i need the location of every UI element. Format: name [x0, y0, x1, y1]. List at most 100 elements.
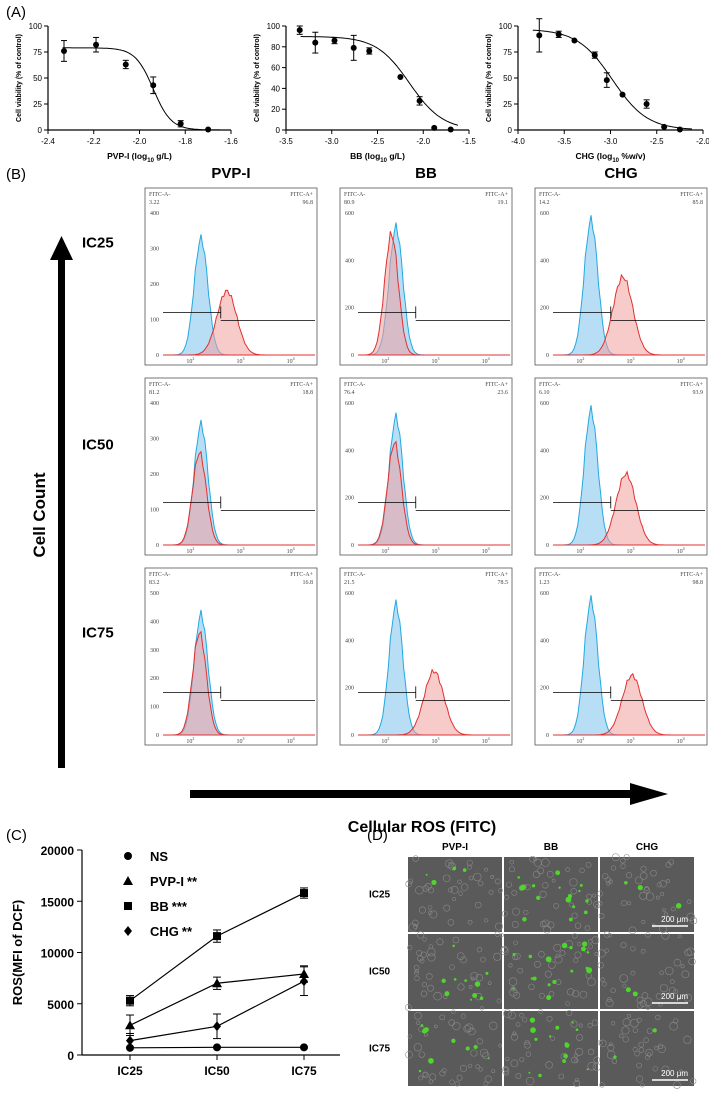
fluorescent-cell [517, 876, 520, 879]
histogram-y-tick: 400 [345, 258, 354, 264]
cell-outline [509, 859, 515, 865]
cell-outline [475, 1064, 481, 1070]
histogram-y-tick: 200 [540, 686, 549, 692]
panel-label-d: (D) [367, 827, 388, 844]
cell-outline [654, 1046, 659, 1051]
cell-outline [605, 999, 614, 1008]
cell-outline [634, 1051, 640, 1057]
cell-outline [447, 919, 455, 926]
scale-bar-label: 200 μm [661, 992, 688, 1001]
cell-outline [662, 908, 666, 912]
gate-neg-value: 83.2 [149, 580, 160, 586]
cell-outline [544, 970, 552, 978]
histogram-x-tick: 103 [237, 546, 245, 555]
histogram-x-tick: 103 [627, 356, 635, 365]
fluorescent-cell [465, 1046, 470, 1051]
cell-outline [543, 925, 552, 934]
cell-outline [414, 975, 420, 981]
fluorescent-cell [571, 1021, 574, 1024]
histogram-x-tick-base: 10 [482, 549, 488, 555]
fluorescent-cell [487, 1057, 490, 1060]
cell-outline [611, 1021, 616, 1026]
histogram-y-tick: 600 [345, 211, 354, 217]
histogram-x-tick-exp: 3 [438, 546, 440, 551]
x-tick-label: -2.0 [133, 137, 147, 146]
fluorescent-cell [624, 881, 628, 885]
cell-outline [468, 1063, 473, 1068]
cell-outline [639, 891, 648, 900]
y-tick-label: 0 [276, 126, 281, 135]
y-arrow-label: Cell Count [30, 472, 49, 557]
cell-outline [655, 895, 660, 900]
fluorescent-cell [530, 1027, 536, 1033]
fluorescent-cell [531, 884, 536, 888]
cell-outline [447, 887, 453, 893]
cell-outline [591, 936, 600, 945]
histogram-x-tick-exp: 3 [633, 546, 635, 551]
treated-histogram [163, 289, 315, 356]
cell-outline [640, 865, 647, 872]
column-header: BB [544, 842, 558, 853]
row-label: IC25 [369, 890, 391, 901]
dose-response-chart-bb: -3.5 -3.0 -2.5 -2.0 -1.5 0 20 40 60 80 100 Cell via… [254, 22, 476, 162]
cell-outline [683, 993, 692, 1002]
cell-outline [673, 1018, 679, 1024]
cell-outline [491, 1069, 496, 1074]
cell-outline [484, 1075, 493, 1083]
y-arrow-head [50, 236, 73, 260]
series-ns [126, 1043, 308, 1052]
fit-curve [300, 36, 459, 126]
cell-outline [513, 940, 518, 946]
legend-significance: ** [187, 874, 198, 889]
cell-outline [640, 1083, 645, 1088]
cell-outline [475, 901, 482, 909]
flow-histogram: 0100200300400102103104FITC-A-81.2FITC-A+… [144, 377, 318, 556]
fluorescent-cell [575, 1028, 579, 1032]
cell-outline [490, 874, 495, 879]
cell-outline [424, 883, 432, 891]
x-tick-label: -1.8 [178, 137, 192, 146]
cell-outline [546, 1015, 553, 1022]
cell-outline [639, 872, 648, 880]
histogram-x-tick-exp: 3 [633, 736, 635, 741]
panel-label-c: (C) [6, 827, 27, 844]
x-axis-label: BB (log10 g/L) [350, 151, 405, 162]
y-tick-label: 75 [33, 48, 42, 57]
cell-outline [422, 937, 427, 942]
histogram-x-tick-base: 10 [432, 359, 438, 365]
cell-outline [630, 970, 636, 976]
gate-pos-value: 93.9 [693, 390, 704, 396]
histogram-x-tick-exp: 2 [192, 546, 194, 551]
cell-outline [619, 974, 628, 983]
cell-outline [621, 900, 627, 907]
cell-outline [588, 944, 593, 949]
cell-outline [621, 1026, 630, 1035]
fluorescent-cell [678, 997, 681, 1000]
gate-neg-label: FITC-A- [344, 572, 365, 578]
flow-histogram: 0200400600102103104FITC-A-80.9FITC-A+19.… [339, 187, 513, 366]
cell-outline [594, 904, 600, 909]
histogram-x-tick-exp: 4 [488, 356, 490, 361]
cell-outline [597, 890, 603, 897]
cell-outline [436, 938, 444, 946]
x-axis-label-tail: g/L) [154, 151, 172, 161]
histogram-x-tick: 103 [432, 356, 440, 365]
marker-square [213, 932, 221, 941]
histogram-y-tick: 400 [150, 619, 159, 625]
y-tick-label: 0 [508, 126, 513, 135]
cell-outline [545, 1061, 553, 1069]
cell-outline [478, 1067, 483, 1072]
y-tick-label: 100 [29, 22, 43, 31]
column-header: BB [415, 165, 437, 182]
cell-outline [482, 1052, 490, 1060]
cell-outline [418, 1075, 423, 1081]
data-point [555, 31, 562, 38]
cell-outline [498, 1043, 503, 1048]
cell-outline [476, 1038, 483, 1045]
fit-curve [62, 47, 220, 131]
cell-outline [659, 880, 667, 888]
cell-outline [588, 938, 593, 944]
gate-pos-value: 96.8 [303, 200, 314, 206]
histogram-x-tick: 102 [381, 736, 389, 745]
fluorescent-cell [453, 978, 457, 981]
